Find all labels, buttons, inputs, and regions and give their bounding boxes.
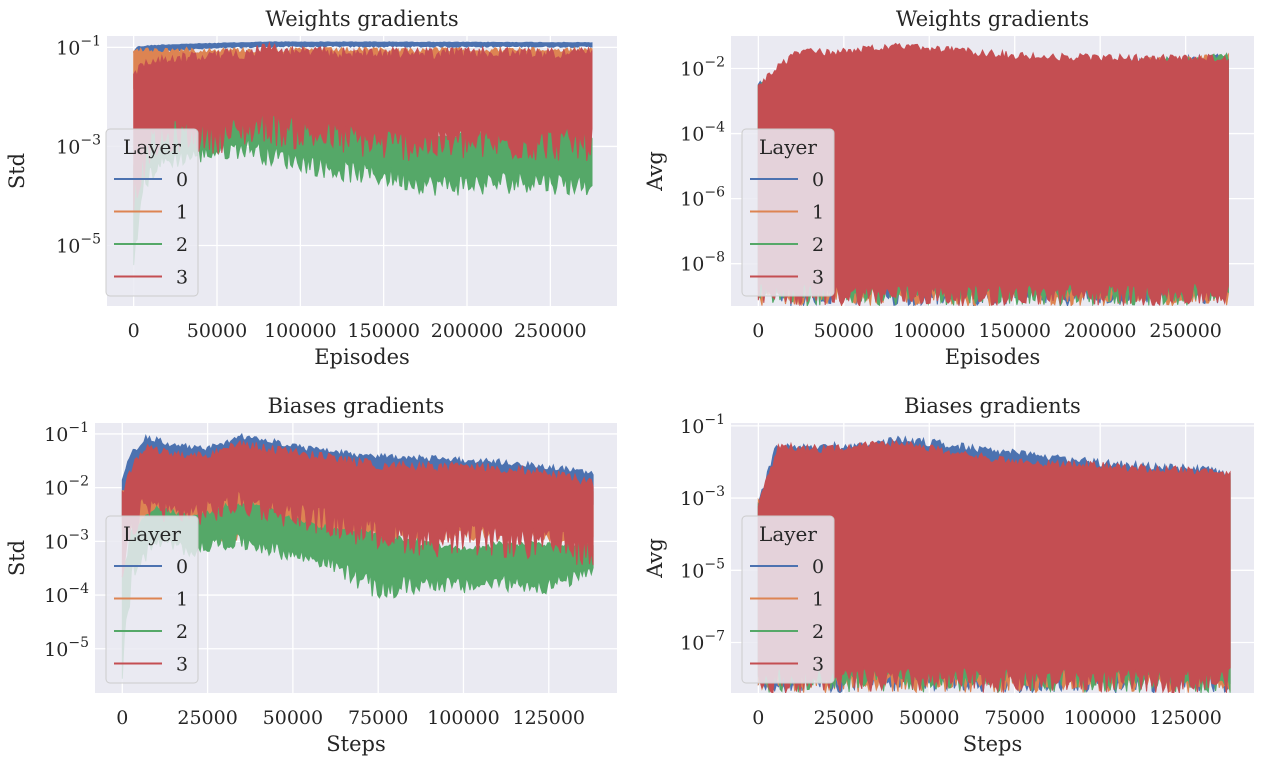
weights-std-x-tick-label: 100000 xyxy=(264,320,337,342)
weights-std-series-3 xyxy=(133,41,593,211)
biases-avg-x-tick-label: 50000 xyxy=(899,707,959,729)
biases-std-x-tick-label: 0 xyxy=(116,707,128,729)
weights-avg-legend-label-0: 0 xyxy=(812,169,824,191)
biases-std-y-tick-label: 10−3 xyxy=(44,527,89,553)
weights-avg-legend-label-3: 3 xyxy=(812,267,824,289)
biases-avg-x-tick-label: 100000 xyxy=(1064,707,1137,729)
biases-avg-y-tick-label: 10−7 xyxy=(680,629,725,655)
weights-avg-legend-title: Layer xyxy=(759,135,817,159)
weights-std-panel: 0 50000 100000 150000 200000 25000010−110−310… xyxy=(5,7,617,369)
biases-avg-legend-title: Layer xyxy=(759,522,817,546)
weights-std-series-0 xyxy=(133,41,593,57)
biases-avg-x-tick-label: 25000 xyxy=(814,707,874,729)
weights-std-x-tick-label: 250000 xyxy=(514,320,587,342)
weights-std-y-tick-label: 10−3 xyxy=(56,132,101,158)
weights-std-legend: Layer 0 1 2 3 xyxy=(105,128,199,297)
biases-std-legend-label-3: 3 xyxy=(176,654,188,676)
biases-std-x-tick-label: 50000 xyxy=(263,707,323,729)
weights-avg-series-group xyxy=(757,42,1229,306)
weights-std-legend-label-3: 3 xyxy=(176,267,188,289)
biases-std-legend-title: Layer xyxy=(123,522,181,546)
weights-std-y-axis-label: Std xyxy=(5,153,29,189)
biases-avg-legend: Layer 0 1 2 3 xyxy=(741,515,835,684)
weights-avg-title: Weights gradients xyxy=(896,7,1089,31)
weights-avg-x-tick-label: 50000 xyxy=(814,320,874,342)
weights-avg-panel: 0 50000 100000 150000 200000 25000010−210−410… xyxy=(643,7,1254,369)
biases-avg-y-tick-label: 10−3 xyxy=(680,484,725,510)
weights-avg-x-tick-label: 0 xyxy=(752,320,764,342)
weights-avg-y-tick-label: 10−6 xyxy=(680,185,725,211)
biases-avg-panel: 0 25000 50000 75000 100000 125000 10−1 10−3 10−5… xyxy=(643,394,1254,756)
biases-std-panel: 0 25000 50000 75000 100000 125000 10−1 10−2 10−3… xyxy=(5,394,617,756)
weights-avg-y-axis-label: Avg xyxy=(643,151,667,192)
weights-std-y-tick-label: 10−5 xyxy=(56,231,101,257)
biases-std-y-tick-label: 10−2 xyxy=(44,474,89,500)
biases-avg-x-axis-label: Steps xyxy=(963,732,1022,756)
weights-std-x-axis-label: Episodes xyxy=(314,345,410,369)
biases-avg-x-tick-label: 0 xyxy=(752,707,764,729)
weights-std-x-tick-label: 150000 xyxy=(347,320,420,342)
weights-std-x-tick-label: 50000 xyxy=(187,320,247,342)
biases-std-legend-label-0: 0 xyxy=(176,556,188,578)
weights-std-x-tick-label: 0 xyxy=(128,320,140,342)
biases-avg-legend-label-0: 0 xyxy=(812,556,824,578)
biases-std-legend: Layer 0 1 2 3 xyxy=(105,515,199,684)
biases-avg-x-tick-label: 75000 xyxy=(984,707,1044,729)
biases-std-x-tick-label: 75000 xyxy=(348,707,408,729)
weights-avg-y-tick-label: 10−8 xyxy=(680,250,725,276)
biases-avg-title: Biases gradients xyxy=(904,394,1081,418)
weights-std-legend-label-1: 1 xyxy=(176,202,188,224)
weights-avg-x-tick-label: 250000 xyxy=(1149,320,1222,342)
weights-avg-x-axis-label: Episodes xyxy=(945,345,1041,369)
weights-std-series-group xyxy=(133,41,593,266)
weights-std-legend-title: Layer xyxy=(123,135,181,159)
weights-avg-y-tick-label: 10−4 xyxy=(680,120,725,146)
biases-avg-series-3 xyxy=(757,438,1231,693)
weights-std-title: Weights gradients xyxy=(265,7,458,31)
biases-std-y-tick-label: 10−1 xyxy=(44,420,89,446)
biases-avg-y-tick-label: 10−1 xyxy=(680,412,725,438)
weights-avg-y-tick-label: 10−2 xyxy=(680,55,725,81)
weights-std-x-tick-label: 200000 xyxy=(431,320,504,342)
weights-avg-x-tick-label: 100000 xyxy=(893,320,966,342)
biases-std-y-tick-label: 10−4 xyxy=(44,581,89,607)
biases-std-y-axis-label: Std xyxy=(5,540,29,576)
biases-avg-y-axis-label: Avg xyxy=(643,538,667,579)
biases-std-x-tick-label: 100000 xyxy=(427,707,500,729)
weights-avg-x-tick-label: 200000 xyxy=(1064,320,1137,342)
biases-avg-series-group xyxy=(757,435,1231,693)
biases-avg-x-tick-label: 125000 xyxy=(1149,707,1222,729)
weights-avg-legend-label-1: 1 xyxy=(812,202,824,224)
weights-avg-legend-label-2: 2 xyxy=(812,234,824,256)
biases-avg-legend-label-2: 2 xyxy=(812,621,824,643)
biases-avg-y-tick-label: 10−5 xyxy=(680,556,725,582)
biases-std-x-axis-label: Steps xyxy=(326,732,385,756)
biases-std-title: Biases gradients xyxy=(268,394,445,418)
biases-std-legend-label-1: 1 xyxy=(176,589,188,611)
biases-std-legend-label-2: 2 xyxy=(176,621,188,643)
weights-std-y-tick-label: 10−1 xyxy=(56,33,101,59)
biases-avg-legend-label-1: 1 xyxy=(812,589,824,611)
biases-std-x-tick-label: 125000 xyxy=(512,707,585,729)
biases-avg-legend-label-3: 3 xyxy=(812,654,824,676)
weights-std-legend-label-2: 2 xyxy=(176,234,188,256)
biases-std-series-3 xyxy=(121,439,594,578)
biases-std-y-tick-label: 10−5 xyxy=(44,635,89,661)
weights-avg-series-3 xyxy=(757,42,1229,306)
weights-avg-legend: Layer 0 1 2 3 xyxy=(741,128,835,297)
weights-avg-x-tick-label: 150000 xyxy=(978,320,1051,342)
biases-std-x-tick-label: 25000 xyxy=(177,707,237,729)
weights-std-legend-label-0: 0 xyxy=(176,169,188,191)
